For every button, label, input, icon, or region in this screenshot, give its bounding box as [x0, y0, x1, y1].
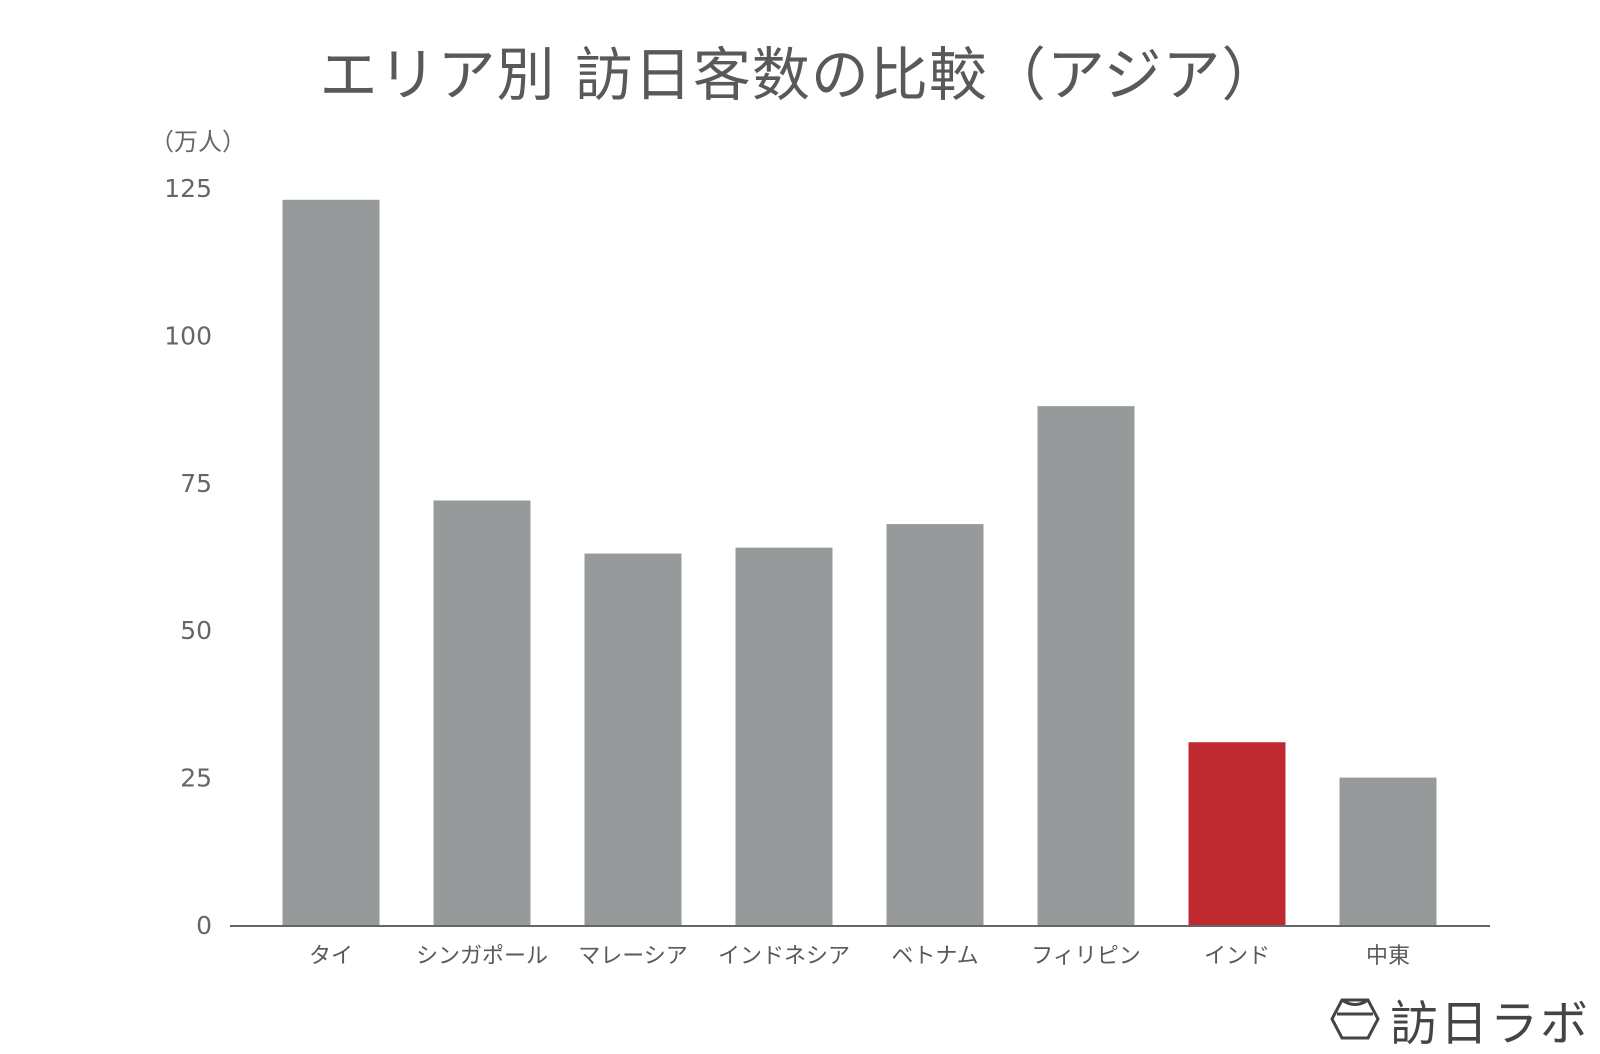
bar-2 [584, 553, 682, 925]
bar-3 [735, 547, 833, 925]
x-tick-label: インド [1204, 944, 1270, 969]
y-tick-label: 0 [196, 911, 212, 940]
bars-group [282, 199, 1437, 926]
x-tick-label: 中東 [1366, 944, 1410, 969]
x-tick-label: インドネシア [718, 944, 850, 969]
x-tick-label: シンガポール [416, 944, 548, 969]
bar-0 [282, 199, 380, 926]
x-axis-labels: タイ シンガポール マレーシア インドネシア ベトナム フィリピン インド 中東 [309, 944, 1410, 969]
watermark-text: 訪日ラボ [1390, 996, 1591, 1052]
bar-7 [1339, 777, 1437, 925]
x-tick-label: ベトナム [891, 944, 978, 969]
watermark: 訪日ラボ [1330, 984, 1590, 1054]
x-tick-label: マレーシア [578, 944, 688, 969]
x-tick-label: タイ [309, 944, 353, 969]
y-tick-label: 25 [180, 764, 212, 793]
bar-6 [1188, 742, 1286, 925]
chart-title: エリア別 訪日客数の比較（アジア） [319, 41, 1281, 109]
bar-4 [886, 524, 984, 925]
x-tick-label: フィリピン [1031, 944, 1141, 969]
y-axis-unit-label: （万人） [150, 128, 246, 156]
bar-1 [433, 500, 531, 925]
hexagon-logo-icon [1330, 998, 1380, 1040]
y-tick-label: 75 [180, 469, 212, 498]
y-tick-label: 50 [180, 616, 212, 645]
y-axis-ticks: 0 25 50 75 100 125 [164, 174, 212, 940]
y-tick-label: 125 [164, 174, 212, 203]
y-tick-label: 100 [164, 321, 212, 350]
bar-5 [1037, 406, 1135, 926]
